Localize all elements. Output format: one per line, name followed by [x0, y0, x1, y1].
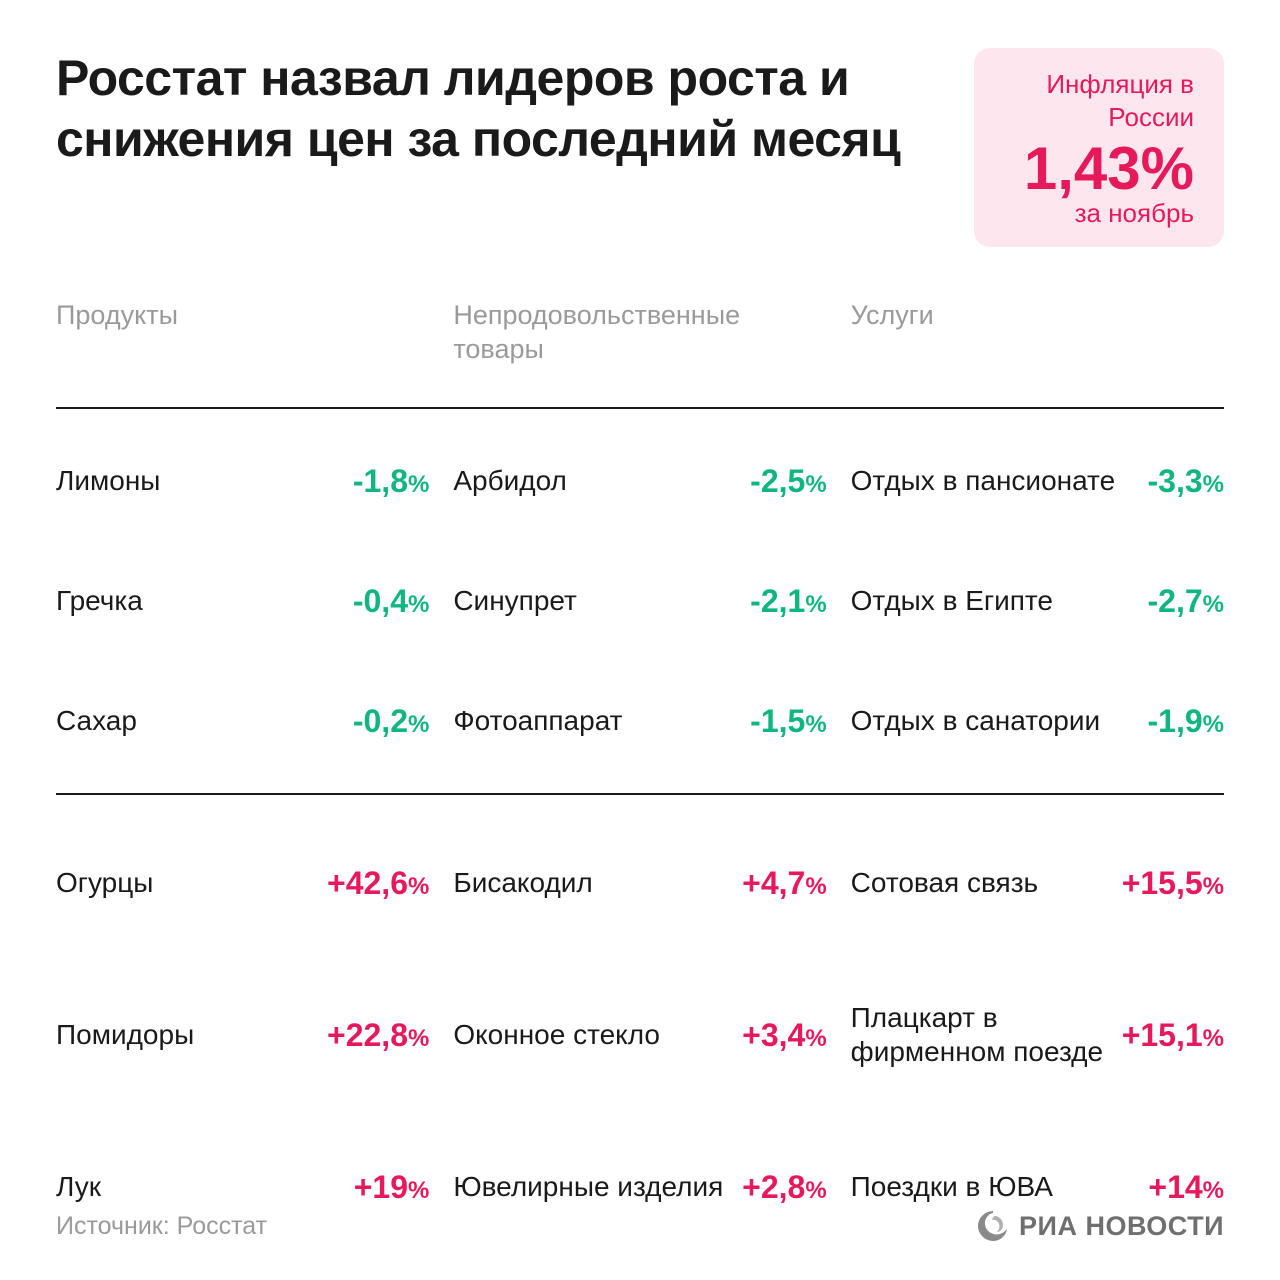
item-value: -2,5% [750, 463, 826, 500]
item-value: -0,4% [353, 583, 429, 620]
data-grid: Продукты Непродовольственные товары Услуги… [56, 299, 1224, 1251]
item-value: +2,8% [742, 1169, 827, 1206]
item-name: Лимоны [56, 464, 345, 498]
table-row: Сахар-0,2% [56, 673, 429, 769]
item-value: +15,1% [1122, 1017, 1224, 1054]
item-name: Оконное стекло [453, 1018, 734, 1052]
table-row: Бисакодил+4,7% [453, 819, 826, 947]
item-name: Бисакодил [453, 866, 734, 900]
item-value: +4,7% [742, 865, 827, 902]
item-name: Отдых в пансионате [851, 464, 1140, 498]
column-header: Услуги [851, 299, 1224, 383]
item-value: +22,8% [327, 1017, 429, 1054]
page-title: Росстат назвал лидеров роста и снижения … [56, 48, 974, 170]
column-header: Непродовольственные товары [453, 299, 826, 383]
table-row: Помидоры+22,8% [56, 971, 429, 1099]
item-name: Поездки в ЮВА [851, 1170, 1141, 1204]
item-value: -1,5% [750, 703, 826, 740]
table-row: Лимоны-1,8% [56, 433, 429, 529]
item-value: +42,6% [327, 865, 429, 902]
table-row: Огурцы+42,6% [56, 819, 429, 947]
item-name: Отдых в Египте [851, 584, 1140, 618]
item-value: +14% [1148, 1169, 1224, 1206]
table-row: Отдых в Египте-2,7% [851, 553, 1224, 649]
item-name: Огурцы [56, 866, 319, 900]
item-value: -3,3% [1148, 463, 1224, 500]
item-name: Сахар [56, 704, 345, 738]
item-name: Отдых в санатории [851, 704, 1140, 738]
item-value: -2,7% [1148, 583, 1224, 620]
item-name: Плацкарт в фирменном поезде [851, 1001, 1114, 1068]
item-name: Арбидол [453, 464, 742, 498]
item-value: +19% [354, 1169, 430, 1206]
publisher-name: РИА НОВОСТИ [1019, 1211, 1224, 1242]
ria-swirl-icon [975, 1208, 1011, 1244]
table-row: Плацкарт в фирменном поезде+15,1% [851, 971, 1224, 1099]
item-value: -1,9% [1148, 703, 1224, 740]
table-row: Синупрет-2,1% [453, 553, 826, 649]
item-name: Помидоры [56, 1018, 319, 1052]
inflation-badge: Инфляция в России 1,43% за ноябрь [974, 48, 1224, 247]
item-name: Ювелирные изделия [453, 1170, 734, 1204]
item-name: Сотовая связь [851, 866, 1114, 900]
table-row: Отдых в санатории-1,9% [851, 673, 1224, 769]
item-name: Синупрет [453, 584, 742, 618]
column-header: Продукты [56, 299, 429, 383]
table-row: Гречка-0,4% [56, 553, 429, 649]
item-value: -0,2% [353, 703, 429, 740]
item-value: +15,5% [1122, 865, 1224, 902]
publisher-logo: РИА НОВОСТИ [975, 1208, 1224, 1244]
source-text: Источник: Росстат [56, 1212, 267, 1241]
inflation-value: 1,43% [1004, 137, 1194, 200]
inflation-period: за ноябрь [1004, 198, 1194, 229]
inflation-label: Инфляция в России [1004, 68, 1194, 133]
item-name: Фотоаппарат [453, 704, 742, 738]
table-row: Сотовая связь+15,5% [851, 819, 1224, 947]
item-name: Гречка [56, 584, 345, 618]
table-row: Арбидол-2,5% [453, 433, 826, 529]
table-row: Фотоаппарат-1,5% [453, 673, 826, 769]
item-name: Лук [56, 1170, 346, 1204]
table-row: Отдых в пансионате-3,3% [851, 433, 1224, 529]
divider [56, 407, 1224, 409]
table-row: Оконное стекло+3,4% [453, 971, 826, 1099]
divider [56, 793, 1224, 795]
item-value: -2,1% [750, 583, 826, 620]
item-value: -1,8% [353, 463, 429, 500]
item-value: +3,4% [742, 1017, 827, 1054]
